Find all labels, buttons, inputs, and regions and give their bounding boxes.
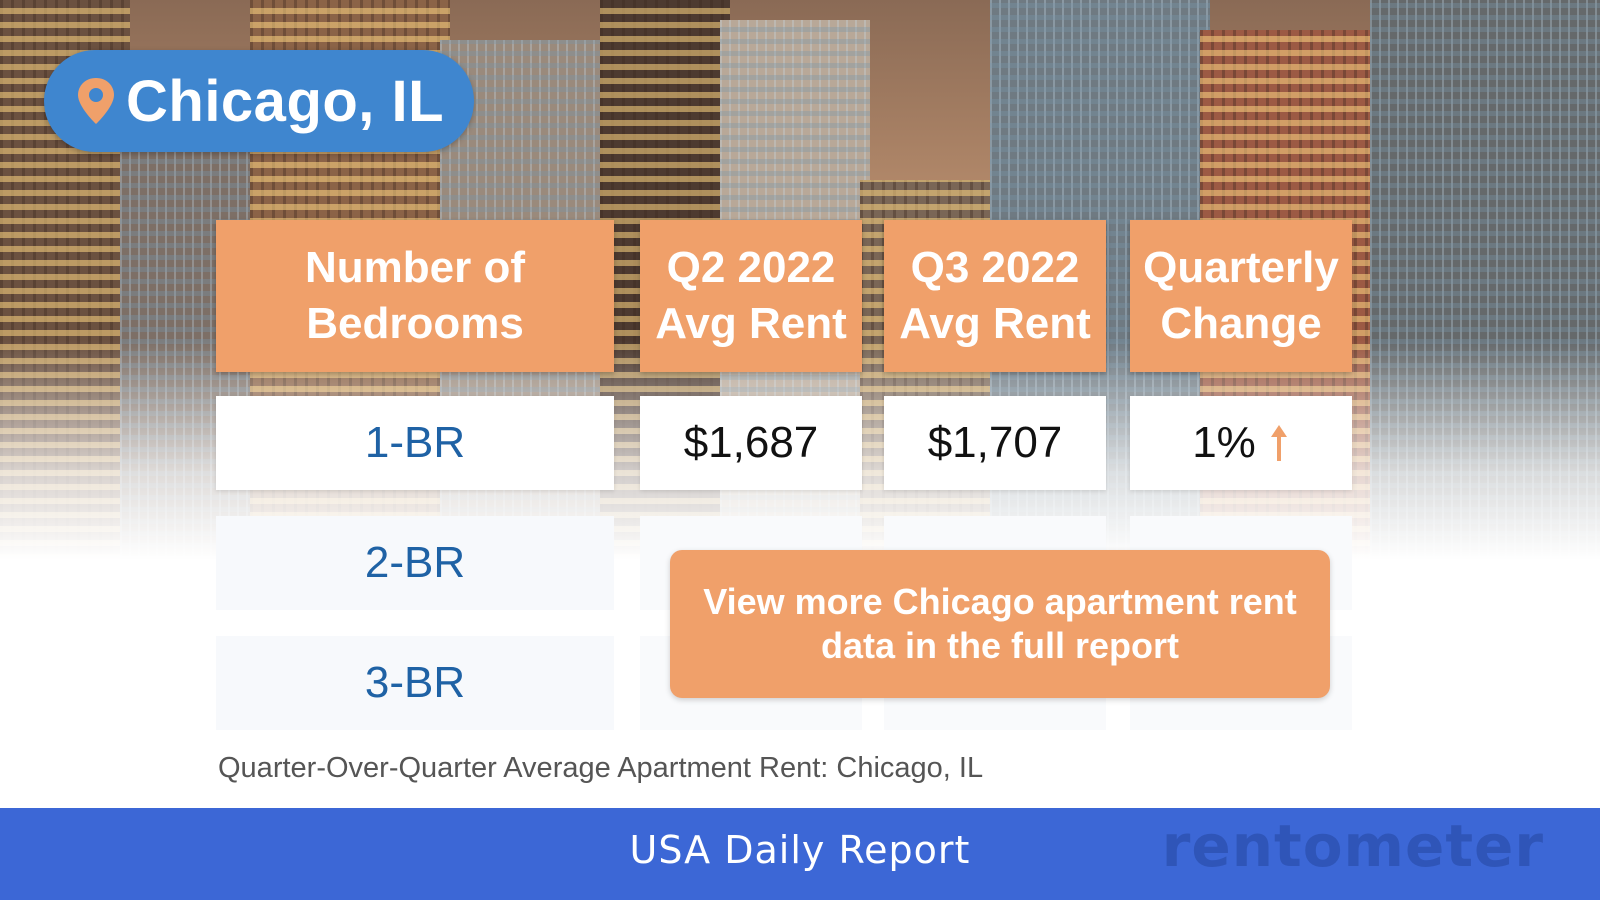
header-q2-rent-label: Q2 2022 Avg Rent [655, 243, 847, 348]
bedroom-label: 1-BR [364, 418, 466, 467]
header-q3-rent: Q3 2022 Avg Rent [884, 220, 1106, 372]
table-row-1br-q3: $1,707 [884, 396, 1106, 490]
table-row-1br-bedrooms: 1-BR [216, 396, 614, 490]
table-row-1br-change: 1% [1130, 396, 1352, 490]
header-bedrooms-label: Number of Bedrooms [305, 243, 525, 348]
table-row-3br-bedrooms: 3-BR [216, 636, 614, 730]
header-q3-rent-label: Q3 2022 Avg Rent [899, 243, 1091, 348]
bedroom-label: 2-BR [364, 538, 466, 587]
change-value-group: 1% [1192, 418, 1290, 468]
q2-rent-value: $1,687 [683, 418, 819, 467]
footer-bar: USA Daily Report rentometer [0, 808, 1600, 900]
header-quarterly-change-label: Quarterly Change [1143, 243, 1339, 348]
table-row-1br-q2: $1,687 [640, 396, 862, 490]
bedroom-label: 3-BR [364, 658, 466, 707]
map-pin-icon [78, 78, 114, 124]
rentometer-logo: rentometer [1161, 812, 1544, 880]
header-q2-rent: Q2 2022 Avg Rent [640, 220, 862, 372]
header-quarterly-change: Quarterly Change [1130, 220, 1352, 372]
q3-rent-value: $1,707 [927, 418, 1063, 467]
location-badge: Chicago, IL [44, 50, 474, 152]
change-value: 1% [1192, 418, 1256, 467]
view-full-report-button[interactable]: View more Chicago apartment rent data in… [670, 550, 1330, 698]
header-bedrooms: Number of Bedrooms [216, 220, 614, 372]
arrow-up-icon [1270, 425, 1287, 461]
table-caption: Quarter-Over-Quarter Average Apartment R… [218, 752, 984, 784]
location-label: Chicago, IL [126, 68, 445, 134]
footer-title: USA Daily Report [629, 828, 971, 872]
table-row-2br-bedrooms: 2-BR [216, 516, 614, 610]
